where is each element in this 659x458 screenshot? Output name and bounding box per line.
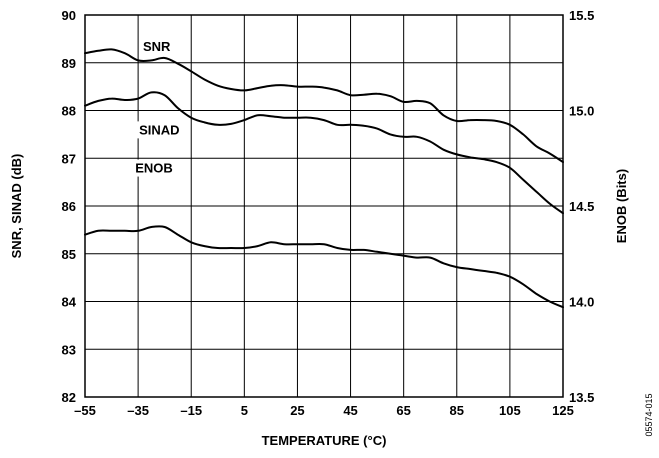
y-tick-label: 83: [62, 342, 76, 357]
series-label-group: SNR: [139, 37, 175, 55]
y-tick-label: 82: [62, 390, 76, 405]
y2-tick-label: 15.5: [569, 8, 594, 23]
series-line-enob: [84, 225, 564, 309]
x-tick-label: 125: [552, 403, 574, 418]
series-line-sinad: [84, 91, 564, 215]
y-axis-title: SNR, SINAD (dB): [9, 154, 24, 259]
series-label-backing: [132, 121, 186, 139]
x-tick-label: 25: [290, 403, 304, 418]
y-tick-label: 86: [62, 199, 76, 214]
y-tick-label: 89: [62, 56, 76, 71]
y2-tick-label: 13.5: [569, 390, 594, 405]
series-label-backing: [132, 159, 177, 177]
grid: [85, 15, 563, 397]
y2-axis-title: ENOB (Bits): [614, 169, 629, 243]
x-tick-label: –15: [180, 403, 202, 418]
series-line-snr: [84, 48, 564, 164]
y-tick-label: 88: [62, 104, 76, 119]
tick-labels: –55 –35 –15 5 25 45 65 85 105 125 82 83 84 85 86 87 88 89…: [62, 8, 595, 418]
y2-tick-label: 14.0: [569, 295, 594, 310]
x-tick-label: –35: [127, 403, 149, 418]
y-tick-label: 84: [62, 295, 77, 310]
series-label-sinad: SINAD: [139, 122, 179, 137]
series-label-backing: [139, 37, 175, 55]
x-tick-label: –55: [74, 403, 96, 418]
series-label-group: ENOB: [132, 159, 177, 177]
y2-tick-label: 15.0: [569, 104, 594, 119]
x-tick-label: 45: [343, 403, 357, 418]
figure-id: 05574-015: [644, 393, 654, 436]
x-tick-label: 105: [499, 403, 521, 418]
x-axis-title: TEMPERATURE (°C): [262, 433, 387, 448]
x-tick-label: 65: [396, 403, 410, 418]
y2-tick-label: 14.5: [569, 199, 594, 214]
series-label-group: SINAD: [132, 121, 186, 139]
x-tick-label: 5: [241, 403, 248, 418]
series-layer: [84, 48, 564, 309]
x-tick-label: 85: [450, 403, 464, 418]
series-label-enob: ENOB: [135, 161, 173, 176]
label-layer: SNR SINAD ENOB: [132, 37, 186, 177]
y-tick-label: 87: [62, 151, 76, 166]
plot-frame: [84, 14, 564, 398]
y-tick-label: 90: [62, 8, 76, 23]
series-label-snr: SNR: [143, 39, 171, 54]
y-tick-label: 85: [62, 247, 76, 262]
